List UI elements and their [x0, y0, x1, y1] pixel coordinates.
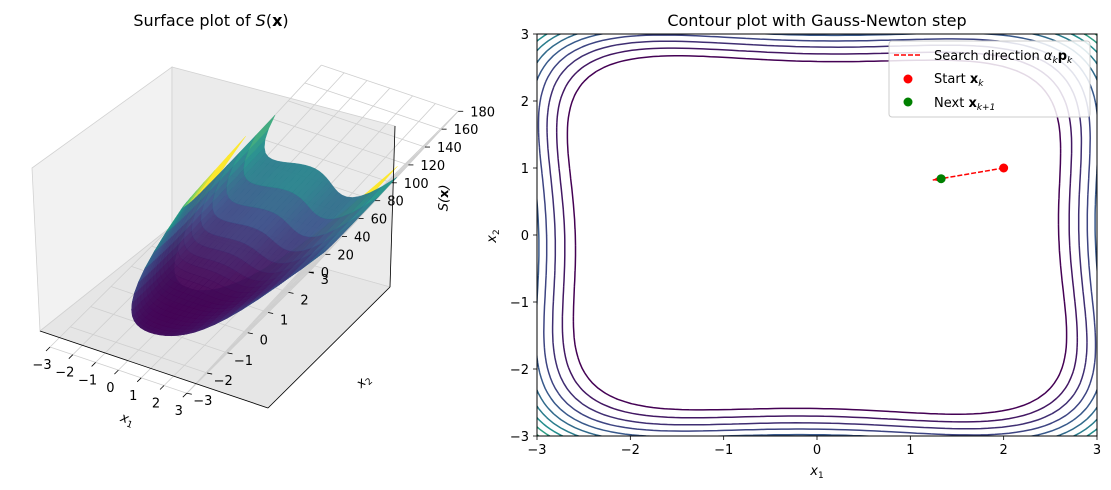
surface-y-tick-label: −3: [193, 394, 212, 409]
surface-z-tick-label: 120: [420, 159, 445, 174]
surface-y-tick: [227, 352, 233, 355]
surface-title: Surface plot of S(x): [133, 11, 288, 30]
surface-z-tick-label: 160: [454, 123, 479, 138]
surface-y-tick: [288, 291, 294, 294]
x2-axis-line: [267, 286, 391, 409]
surface-y-tick: [186, 392, 192, 395]
surface-x-tick-label: 3: [175, 404, 183, 419]
contour-x-tick-label: −1: [714, 443, 733, 458]
surface-y-tick-label: −2: [214, 374, 233, 389]
surface-x-tick: [182, 392, 188, 398]
surface-mesh: [131, 114, 398, 337]
contour-x-tick-label: −3: [527, 443, 546, 458]
surface-z-tick-label: 180: [470, 105, 495, 120]
surface-plot: Surface plot of S(x) −3−2−10123−3−2−1012…: [31, 11, 495, 431]
surface-z-tick-label: 140: [437, 141, 462, 156]
contour-y-tick-label: 3: [521, 28, 529, 43]
surface-x-tick: [114, 369, 119, 375]
surface-x-tick: [136, 377, 142, 383]
contour-lines: [537, 34, 1097, 436]
contour-ylabel: x2: [485, 229, 502, 243]
surface-x-tick: [68, 354, 74, 360]
surface-y-tick-label: 2: [300, 293, 308, 308]
surface-y-tick-label: 1: [280, 314, 288, 329]
contour-y-tick-label: 1: [521, 162, 529, 177]
contour-y-tick-label: −3: [510, 430, 529, 445]
contour-y-tick-label: −1: [510, 296, 529, 311]
surface-z-tick-label: 80: [387, 195, 404, 210]
surface-z-tick-label: 60: [371, 213, 388, 228]
contour-x-tick-label: 0: [813, 443, 821, 458]
contour-y-tick-label: 0: [521, 229, 529, 244]
contour-level-line: [537, 34, 1097, 436]
legend-next-label: Next xk+1: [934, 96, 995, 113]
surface-x-tick: [91, 362, 96, 367]
surface-zlabel: S(x): [437, 184, 453, 211]
surface-x-tick-label: 1: [129, 389, 137, 404]
surface-ticks: −3−2−10123−3−2−1012302040608010012014016…: [32, 105, 495, 419]
surface-x-tick-label: −2: [55, 366, 74, 381]
legend-start-label: Start xk: [934, 72, 984, 89]
surface-y-tick-label: 0: [260, 334, 268, 349]
contour-x-tick-label: −2: [621, 443, 640, 458]
surface-xlabel: x1: [117, 410, 136, 431]
surface-ylabel: x2: [353, 371, 375, 393]
contour-plot: Contour plot with Gauss-Newton step −3 −2…: [485, 11, 1101, 481]
contour-title: Contour plot with Gauss-Newton step: [667, 11, 966, 30]
surface-z-tick-label: 0: [321, 266, 329, 281]
surface-y-tick-label: −1: [234, 354, 253, 369]
surface-x-tick: [45, 346, 51, 352]
x1-axis-line: [39, 330, 269, 409]
surface-z-tick-label: 20: [337, 248, 354, 263]
legend-start-swatch: [903, 74, 913, 84]
contour-ticks: −3 −2 −1 0 1 2 3 −3 −2 −1 0 1 2 3: [510, 28, 1101, 458]
gauss-newton-step: [932, 163, 1009, 184]
surface-y-tick: [247, 332, 253, 335]
surface-x-tick-label: −3: [32, 358, 51, 373]
contour-level-line: [546, 40, 1088, 430]
next-point: [936, 174, 946, 184]
contour-x-tick-label: 3: [1093, 443, 1101, 458]
contour-y-tick-label: 2: [521, 95, 529, 110]
contour-x-tick-label: 2: [1000, 443, 1008, 458]
legend-box: [888, 40, 1091, 118]
legend: Search direction αkpk Start xk Next xk+1: [888, 40, 1091, 118]
surface-y-tick-label: 3: [321, 273, 329, 288]
surface-x-tick: [159, 385, 165, 390]
legend-next-swatch: [903, 97, 913, 107]
contour-x-tick-label: 1: [906, 443, 914, 458]
contour-level-line: [537, 34, 1097, 436]
z-axis-line: [389, 125, 396, 288]
legend-search-label: Search direction αkpk: [934, 49, 1073, 66]
surface-y-tick: [207, 372, 213, 375]
contour-xlabel: x1: [809, 464, 823, 481]
contour-level-line: [537, 34, 1097, 436]
surface-y-tick: [268, 312, 274, 314]
surface-z-tick-label: 100: [404, 177, 429, 192]
surface-z-tick-label: 40: [354, 230, 371, 245]
surface-x-tick-label: 2: [152, 397, 160, 412]
surface-x-tick-label: 0: [106, 381, 114, 396]
surface-x-tick-label: −1: [78, 373, 97, 388]
contour-y-tick-label: −2: [510, 363, 529, 378]
start-point: [999, 163, 1009, 173]
